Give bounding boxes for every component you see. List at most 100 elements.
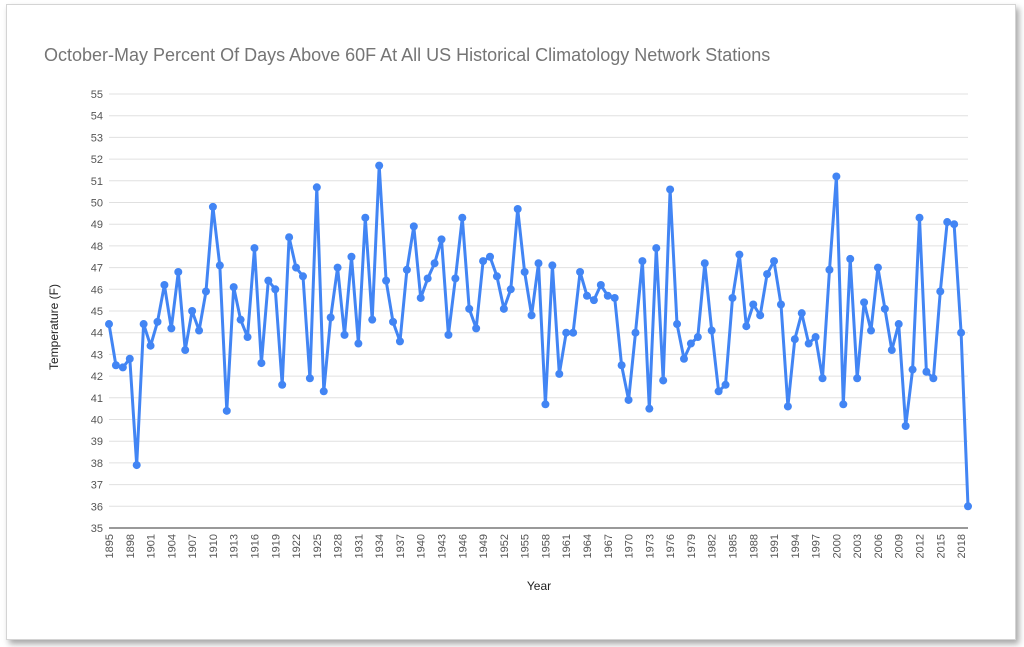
data-point: [319, 387, 328, 396]
data-point: [437, 235, 446, 244]
x-tick-label: 1997: [811, 534, 823, 558]
x-tick-label: 1913: [229, 534, 241, 558]
y-tick-label: 47: [91, 263, 103, 275]
data-point: [333, 263, 342, 272]
data-point: [271, 285, 280, 294]
y-tick-label: 48: [91, 241, 103, 253]
data-point: [915, 213, 924, 222]
x-tick-label: 2009: [894, 534, 906, 558]
data-point: [465, 304, 474, 313]
data-point: [195, 326, 204, 335]
y-axis-label: Temperature (F): [47, 284, 61, 370]
x-axis-ticks: 1895 1898 1901 1904 1907 1910 1913 1916 1919 1922…: [104, 534, 968, 558]
data-point: [298, 272, 307, 281]
data-point: [631, 328, 640, 337]
data-point: [125, 354, 134, 363]
x-tick-label: 1943: [437, 534, 449, 558]
x-tick-label: 1922: [291, 534, 303, 558]
y-tick-label: 53: [91, 132, 103, 144]
data-point: [576, 267, 585, 276]
data-point: [132, 461, 141, 470]
data-point: [783, 402, 792, 411]
data-point: [105, 320, 113, 329]
data-point: [922, 367, 931, 376]
data-point: [499, 304, 508, 313]
data-point: [569, 328, 578, 337]
data-point: [776, 300, 785, 309]
data-point: [832, 172, 841, 181]
data-point: [375, 161, 384, 170]
data-point: [292, 263, 301, 272]
data-point: [818, 374, 827, 383]
data-point: [950, 220, 959, 229]
data-point: [686, 339, 695, 348]
x-tick-label: 2003: [852, 534, 864, 558]
data-point: [582, 291, 591, 300]
data-point: [873, 263, 882, 272]
x-tick-label: 1895: [104, 534, 116, 558]
data-point: [707, 326, 716, 335]
x-tick-label: 1949: [478, 534, 490, 558]
data-point: [243, 333, 252, 342]
data-point: [444, 330, 453, 339]
x-tick-label: 1934: [374, 534, 386, 558]
data-point: [278, 380, 287, 389]
data-point: [208, 202, 217, 211]
x-tick-label: 1898: [125, 534, 137, 558]
data-point: [527, 311, 536, 320]
x-tick-label: 1967: [603, 534, 615, 558]
data-point: [285, 233, 294, 242]
data-point: [721, 380, 730, 389]
data-point: [534, 259, 543, 268]
y-tick-label: 43: [91, 349, 103, 361]
data-point: [867, 326, 876, 335]
x-tick-label: 1940: [416, 534, 428, 558]
x-tick-label: 1979: [686, 534, 698, 558]
data-point: [312, 183, 321, 192]
data-point: [714, 387, 723, 396]
data-point: [458, 213, 467, 222]
data-point: [825, 265, 834, 274]
x-tick-label: 1991: [769, 534, 781, 558]
x-tick-label: 1973: [644, 534, 656, 558]
series-line: [107, 164, 970, 508]
y-tick-label: 52: [91, 154, 103, 166]
data-point: [804, 339, 813, 348]
data-point: [589, 296, 598, 305]
data-point: [603, 291, 612, 300]
data-point: [839, 400, 848, 409]
data-point: [139, 320, 148, 329]
data-point: [790, 335, 799, 344]
data-point: [742, 322, 751, 331]
chart-title: October-May Percent Of Days Above 60F At…: [44, 45, 771, 65]
series-layer: [105, 161, 972, 511]
data-point: [506, 285, 515, 294]
data-point: [673, 320, 682, 329]
x-tick-label: 1925: [312, 534, 324, 558]
x-tick-label: 1958: [540, 534, 552, 558]
data-point: [957, 328, 966, 337]
data-point: [354, 339, 363, 348]
data-point: [181, 346, 190, 355]
x-tick-label: 1961: [561, 534, 573, 558]
data-point: [548, 261, 557, 270]
x-tick-label: 1955: [520, 534, 532, 558]
x-tick-label: 2006: [873, 534, 885, 558]
data-point: [679, 354, 688, 363]
x-tick-label: 1901: [146, 534, 158, 558]
data-point: [756, 311, 765, 320]
data-point: [562, 328, 571, 337]
data-point: [901, 422, 910, 431]
data-point: [167, 324, 176, 333]
data-point: [964, 502, 972, 511]
data-point: [846, 254, 855, 263]
data-point: [430, 259, 439, 268]
data-point: [853, 374, 862, 383]
y-tick-label: 36: [91, 501, 103, 513]
data-point: [264, 276, 273, 285]
data-point: [652, 244, 661, 253]
data-point: [763, 270, 772, 279]
x-tick-label: 1946: [457, 534, 469, 558]
x-tick-label: 1985: [727, 534, 739, 558]
